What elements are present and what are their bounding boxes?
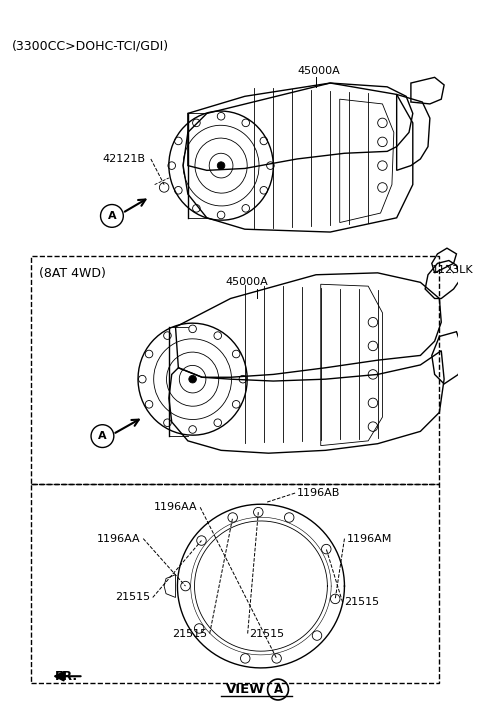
Circle shape [189,375,196,383]
Text: (3300CC>DOHC-TCI/GDI): (3300CC>DOHC-TCI/GDI) [12,39,169,52]
Text: 1123LK: 1123LK [432,265,473,275]
Text: 21515: 21515 [250,629,285,638]
Text: 1196AA: 1196AA [97,534,141,544]
Circle shape [217,162,225,169]
Text: 21515: 21515 [345,597,380,607]
Text: 21515: 21515 [172,629,207,638]
Text: 45000A: 45000A [297,65,340,76]
Text: 45000A: 45000A [226,277,269,287]
Text: 1196AA: 1196AA [154,502,197,513]
Text: FR.: FR. [55,670,78,683]
Text: 42121B: 42121B [102,154,145,164]
Text: (8AT 4WD): (8AT 4WD) [39,267,106,280]
Text: A: A [274,683,283,696]
Text: A: A [108,211,116,221]
Text: VIEW: VIEW [226,683,264,696]
Text: 21515: 21515 [115,593,150,603]
Text: A: A [98,431,107,441]
Text: 1196AM: 1196AM [347,534,392,544]
Text: 1196AB: 1196AB [297,488,340,498]
